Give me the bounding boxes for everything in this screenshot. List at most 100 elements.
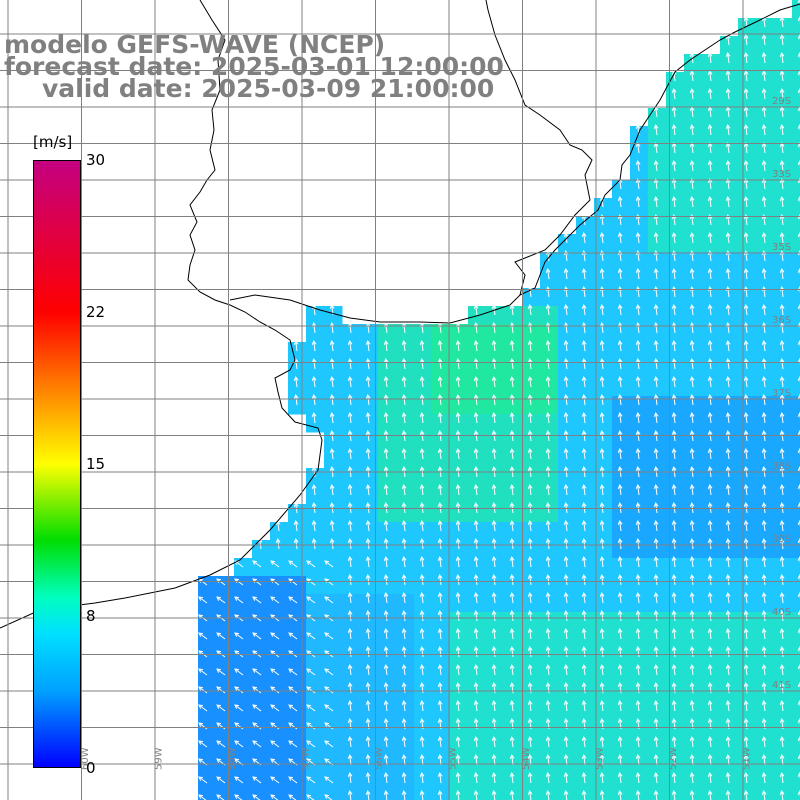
ocean-cell	[774, 234, 793, 253]
wind-arrow	[617, 520, 623, 532]
ocean-cell	[684, 522, 703, 541]
wind-arrow	[761, 304, 767, 316]
ocean-cell	[252, 648, 271, 667]
wind-arrow	[527, 340, 533, 352]
wind-arrow	[635, 394, 641, 406]
wind-arrow	[599, 538, 605, 550]
wind-arrow	[617, 556, 623, 568]
wind-arrow	[545, 556, 551, 568]
ocean-cell	[738, 558, 757, 577]
ocean-cell	[702, 216, 721, 235]
wind-arrow	[270, 686, 280, 694]
wind-arrow	[725, 556, 731, 568]
wind-arrow	[581, 376, 587, 388]
ocean-cell	[378, 360, 397, 379]
wind-arrow	[617, 268, 623, 280]
wind-arrow	[383, 358, 389, 370]
ocean-cell	[792, 450, 800, 469]
ocean-cell	[774, 288, 793, 307]
wind-arrow	[779, 430, 785, 442]
ocean-cell	[594, 270, 613, 289]
ocean-cell	[666, 756, 685, 775]
wind-arrow	[491, 628, 497, 640]
ocean-cell	[558, 378, 577, 397]
wind-arrow	[743, 232, 749, 244]
wind-arrow	[347, 376, 353, 388]
wind-arrow	[455, 754, 461, 766]
wind-arrow	[563, 556, 569, 568]
ocean-cell	[270, 666, 289, 685]
ocean-cell	[198, 738, 217, 757]
wind-arrow	[455, 340, 461, 352]
ocean-cell	[414, 630, 433, 649]
ocean-cell	[666, 324, 685, 343]
wind-arrow	[419, 376, 425, 388]
ocean-cell	[540, 792, 559, 800]
ocean-cell	[342, 666, 361, 685]
ocean-cell	[684, 306, 703, 325]
wind-arrow	[707, 448, 713, 460]
wind-arrow	[653, 304, 659, 316]
wind-arrow	[743, 70, 749, 82]
wind-arrow	[671, 394, 677, 406]
wind-arrow	[527, 448, 533, 460]
wind-arrow	[635, 610, 641, 622]
ocean-cell	[414, 468, 433, 487]
ocean-cell	[504, 522, 523, 541]
ocean-cell	[666, 666, 685, 685]
ocean-cell	[612, 486, 631, 505]
ocean-cell	[504, 342, 523, 361]
ocean-cell	[540, 378, 559, 397]
wind-arrow	[581, 574, 587, 586]
wind-arrow	[252, 704, 262, 712]
wind-arrow	[671, 340, 677, 352]
ocean-cell	[450, 612, 469, 631]
ocean-cell	[774, 576, 793, 595]
wind-arrow	[761, 16, 767, 28]
wind-arrow	[689, 70, 695, 82]
wind-arrow	[270, 794, 279, 800]
wind-arrow	[761, 358, 767, 370]
wind-arrow	[635, 790, 641, 800]
wind-arrow	[725, 124, 731, 136]
wind-arrow	[509, 358, 515, 370]
ocean-cell	[756, 648, 775, 667]
ocean-cell	[648, 666, 667, 685]
wind-arrow	[383, 412, 389, 424]
ocean-cell	[594, 792, 613, 800]
ocean-cell	[648, 756, 667, 775]
ocean-cell	[270, 522, 289, 541]
ocean-cell	[342, 414, 361, 433]
ocean-cell	[414, 792, 433, 800]
ocean-cell	[720, 180, 739, 199]
wind-arrow	[419, 412, 425, 424]
wind-arrow	[545, 790, 551, 800]
wind-arrow	[653, 160, 659, 172]
ocean-cell	[666, 108, 685, 127]
ocean-cell	[774, 324, 793, 343]
ocean-cell	[648, 576, 667, 595]
ocean-cell	[468, 684, 487, 703]
ocean-cell	[648, 234, 667, 253]
wind-arrow	[527, 592, 533, 604]
ocean-cell	[666, 486, 685, 505]
ocean-cell	[720, 540, 739, 559]
wind-arrow	[509, 664, 515, 676]
ocean-cell	[378, 486, 397, 505]
ocean-cell	[342, 594, 361, 613]
ocean-cell	[774, 360, 793, 379]
wind-arrow	[509, 520, 515, 532]
ocean-cell	[792, 432, 800, 451]
ocean-cell	[234, 648, 253, 667]
wind-arrow	[743, 592, 749, 604]
wind-arrow	[491, 610, 497, 622]
wind-arrow	[725, 484, 731, 496]
wind-arrow	[707, 340, 713, 352]
wind-arrow	[252, 740, 262, 748]
wind-arrow	[707, 772, 713, 784]
ocean-cell	[558, 648, 577, 667]
ocean-cell	[684, 558, 703, 577]
ocean-cell	[414, 486, 433, 505]
wind-arrow	[689, 610, 695, 622]
wind-arrow	[401, 664, 407, 676]
